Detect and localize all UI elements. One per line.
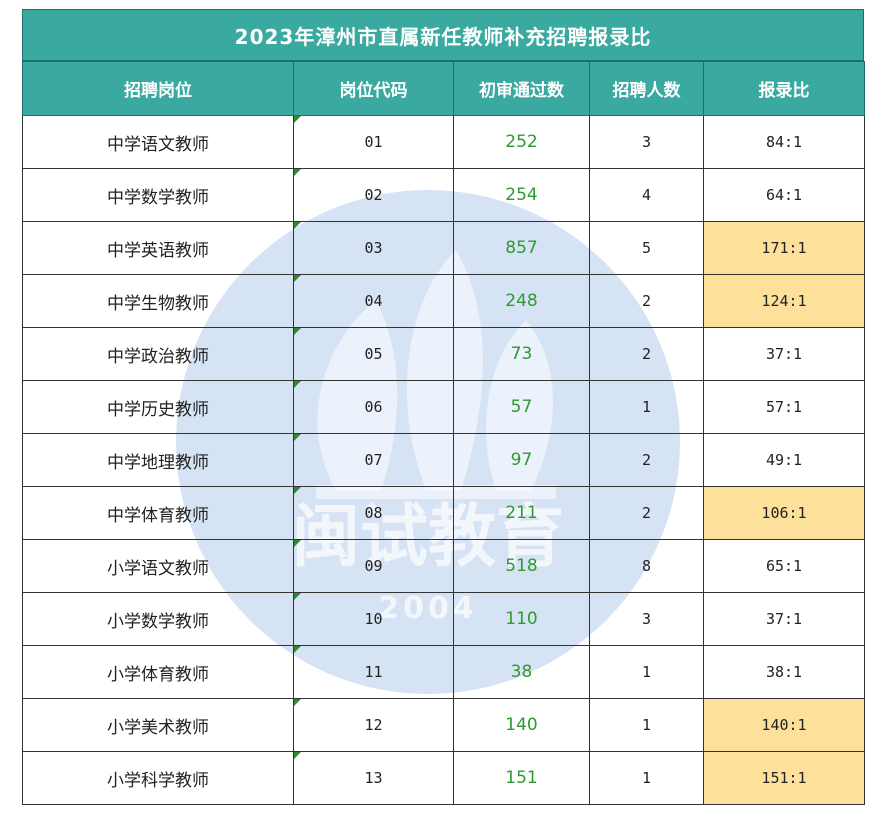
cell-position: 小学数学教师 [22,592,294,646]
table-row: 小学科学教师 13 151 1 151:1 [22,751,865,805]
cell-hires: 3 [589,115,704,169]
cell-passed: 211 [453,486,590,540]
table-row: 小学体育教师 11 38 1 38:1 [22,645,865,699]
cell-position: 中学生物教师 [22,274,294,328]
cell-code: 13 [293,751,454,805]
cell-position: 中学历史教师 [22,380,294,434]
cell-ratio: 140:1 [703,698,865,752]
cell-hires: 1 [589,645,704,699]
cell-passed: 857 [453,221,590,275]
cell-code: 04 [293,274,454,328]
cell-position: 中学数学教师 [22,168,294,222]
cell-passed: 254 [453,168,590,222]
cell-code: 07 [293,433,454,487]
cell-passed: 248 [453,274,590,328]
cell-ratio: 37:1 [703,327,865,381]
table-body: 中学语文教师 01 252 3 84:1 中学数学教师 02 254 4 64:1 中学英语教师 03… [22,115,865,805]
cell-ratio: 37:1 [703,592,865,646]
header-ratio: 报录比 [703,61,865,116]
table-row: 中学数学教师 02 254 4 64:1 [22,168,865,222]
cell-ratio: 64:1 [703,168,865,222]
cell-hires: 8 [589,539,704,593]
cell-code: 05 [293,327,454,381]
cell-position: 小学语文教师 [22,539,294,593]
spreadsheet: 2023年漳州市直属新任教师补充招聘报录比 招聘岗位 岗位代码 初审通过数 招聘… [22,9,865,805]
cell-ratio: 171:1 [703,221,865,275]
table-row: 中学语文教师 01 252 3 84:1 [22,115,865,169]
cell-position: 中学政治教师 [22,327,294,381]
cell-position: 中学地理教师 [22,433,294,487]
cell-position: 中学体育教师 [22,486,294,540]
cell-ratio: 151:1 [703,751,865,805]
table-row: 小学语文教师 09 518 8 65:1 [22,539,865,593]
cell-position: 中学语文教师 [22,115,294,169]
cell-hires: 3 [589,592,704,646]
header-passed: 初审通过数 [453,61,590,116]
cell-code: 06 [293,380,454,434]
cell-ratio: 65:1 [703,539,865,593]
cell-ratio: 84:1 [703,115,865,169]
cell-hires: 1 [589,380,704,434]
cell-code: 01 [293,115,454,169]
cell-code: 02 [293,168,454,222]
header-hires: 招聘人数 [589,61,704,116]
cell-code: 09 [293,539,454,593]
cell-code: 11 [293,645,454,699]
cell-hires: 1 [589,698,704,752]
cell-passed: 518 [453,539,590,593]
table-row: 中学生物教师 04 248 2 124:1 [22,274,865,328]
cell-ratio: 57:1 [703,380,865,434]
cell-passed: 252 [453,115,590,169]
cell-hires: 2 [589,327,704,381]
table-row: 中学体育教师 08 211 2 106:1 [22,486,865,540]
header-row: 招聘岗位 岗位代码 初审通过数 招聘人数 报录比 [22,61,865,116]
cell-ratio: 49:1 [703,433,865,487]
cell-code: 10 [293,592,454,646]
cell-hires: 2 [589,274,704,328]
table-row: 中学历史教师 06 57 1 57:1 [22,380,865,434]
cell-position: 小学体育教师 [22,645,294,699]
cell-passed: 151 [453,751,590,805]
cell-ratio: 106:1 [703,486,865,540]
cell-hires: 1 [589,751,704,805]
cell-hires: 5 [589,221,704,275]
table-title: 2023年漳州市直属新任教师补充招聘报录比 [22,9,864,61]
cell-ratio: 124:1 [703,274,865,328]
table-row: 中学政治教师 05 73 2 37:1 [22,327,865,381]
cell-hires: 4 [589,168,704,222]
cell-passed: 57 [453,380,590,434]
ratio-table: 招聘岗位 岗位代码 初审通过数 招聘人数 报录比 中学语文教师 01 252 3 84:… [22,61,865,805]
cell-passed: 140 [453,698,590,752]
table-row: 中学英语教师 03 857 5 171:1 [22,221,865,275]
cell-code: 03 [293,221,454,275]
cell-passed: 110 [453,592,590,646]
cell-ratio: 38:1 [703,645,865,699]
table-row: 小学美术教师 12 140 1 140:1 [22,698,865,752]
cell-passed: 73 [453,327,590,381]
cell-passed: 38 [453,645,590,699]
cell-position: 小学美术教师 [22,698,294,752]
cell-passed: 97 [453,433,590,487]
cell-code: 12 [293,698,454,752]
cell-hires: 2 [589,433,704,487]
cell-hires: 2 [589,486,704,540]
header-position: 招聘岗位 [22,61,294,116]
table-row: 中学地理教师 07 97 2 49:1 [22,433,865,487]
cell-position: 中学英语教师 [22,221,294,275]
cell-position: 小学科学教师 [22,751,294,805]
header-code: 岗位代码 [293,61,454,116]
cell-code: 08 [293,486,454,540]
